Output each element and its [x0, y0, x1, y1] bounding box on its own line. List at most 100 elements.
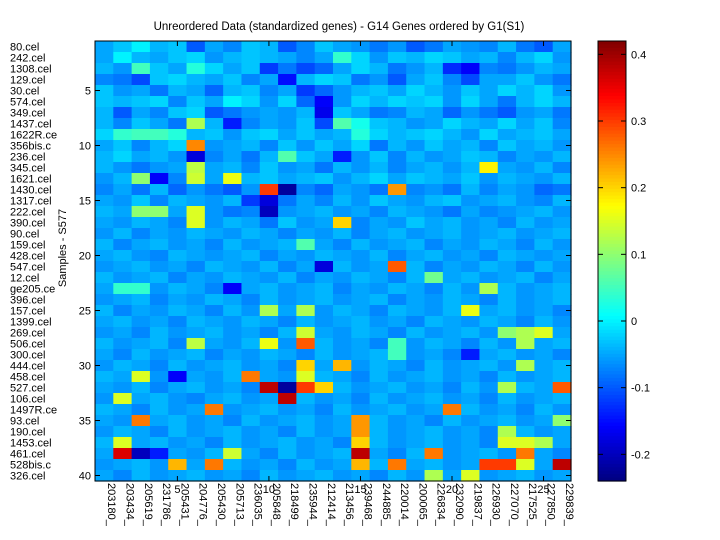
heatmap-cell	[204, 404, 224, 416]
colorbar-segment	[598, 278, 626, 283]
heatmap-cell	[442, 272, 462, 284]
heatmap-cell	[168, 349, 188, 361]
heatmap-cell	[369, 107, 389, 119]
heatmap-cell	[223, 184, 243, 196]
heatmap-cell	[516, 349, 535, 361]
heatmap-cell	[186, 96, 206, 108]
heatmap-cell	[497, 52, 517, 64]
heatmap-cell	[369, 173, 389, 185]
heatmap-cell	[552, 338, 572, 350]
heatmap-cell	[314, 173, 334, 185]
heatmap-cell	[516, 63, 535, 75]
heatmap-cell	[168, 283, 188, 295]
heatmap-cell	[534, 371, 554, 383]
heatmap-cell	[351, 151, 371, 163]
column-label: 220014_	[398, 483, 410, 527]
colorbar-segment	[598, 175, 626, 180]
heatmap-cell	[424, 195, 444, 207]
heatmap-cell	[95, 217, 114, 229]
row-label: 12.cel	[10, 273, 39, 285]
heatmap-cell	[259, 294, 279, 306]
heatmap-cell	[516, 338, 535, 350]
heatmap-cell	[296, 41, 316, 53]
heatmap-cell	[497, 371, 517, 383]
heatmap-cell	[241, 338, 261, 350]
heatmap-cell	[369, 184, 389, 196]
heatmap-cell	[369, 327, 389, 339]
colorbar-segment	[598, 395, 626, 400]
heatmap-cell	[186, 437, 206, 449]
heatmap-cell	[241, 283, 261, 295]
heatmap-cell	[168, 470, 188, 482]
heatmap-cell	[278, 41, 297, 53]
row-label: 93.cel	[10, 416, 39, 428]
heatmap-cell	[461, 195, 481, 207]
heatmap-cell	[113, 426, 133, 438]
heatmap-cell	[369, 63, 389, 75]
heatmap-cell	[149, 85, 169, 97]
heatmap-cell	[113, 129, 133, 141]
colorbar-segment	[598, 195, 626, 200]
heatmap-cell	[461, 272, 481, 284]
heatmap-cell	[369, 41, 389, 53]
heatmap-cell	[516, 294, 535, 306]
heatmap-cell	[387, 107, 407, 119]
heatmap-cell	[406, 261, 426, 273]
row-label: 236.cel	[10, 152, 45, 164]
colorbar-segment	[598, 71, 626, 76]
heatmap-cell	[204, 96, 224, 108]
heatmap-cell	[314, 85, 334, 97]
heatmap-cell	[497, 404, 517, 416]
heatmap-cell	[186, 239, 206, 251]
colorbar-segment	[598, 199, 626, 204]
heatmap-cell	[552, 360, 572, 372]
heatmap-cell	[387, 382, 407, 394]
heatmap-cell	[369, 151, 389, 163]
heatmap-cell	[406, 426, 426, 438]
heatmap-cell	[259, 162, 279, 174]
heatmap-cell	[223, 63, 243, 75]
heatmap-cell	[552, 239, 572, 251]
colorbar-segment	[598, 254, 626, 259]
heatmap-cell	[296, 404, 316, 416]
heatmap-cell	[131, 327, 151, 339]
heatmap-cell	[296, 393, 316, 405]
heatmap-cell	[424, 162, 444, 174]
colorbar-segment	[598, 463, 626, 468]
colorbar-segment	[598, 460, 626, 465]
heatmap-cell	[259, 151, 279, 163]
heatmap-cell	[95, 250, 114, 262]
row-label: 349.cel	[10, 108, 45, 120]
heatmap-cell	[296, 118, 316, 130]
heatmap-cell	[223, 140, 243, 152]
heatmap-cell	[497, 140, 517, 152]
heatmap-cell	[534, 52, 554, 64]
colorbar-segment	[598, 477, 626, 482]
heatmap-cell	[168, 162, 188, 174]
heatmap-cell	[223, 206, 243, 218]
heatmap-cell	[113, 74, 133, 86]
heatmap-cell	[387, 393, 407, 405]
heatmap-cell	[95, 294, 114, 306]
heatmap-cell	[168, 151, 188, 163]
heatmap-cell	[497, 162, 517, 174]
heatmap-cell	[259, 96, 279, 108]
heatmap-cell	[168, 448, 188, 460]
colorbar-segment	[598, 281, 626, 286]
row-label: 390.cel	[10, 218, 45, 230]
heatmap-cell	[369, 74, 389, 86]
heatmap-cell	[406, 173, 426, 185]
heatmap-cell	[168, 426, 188, 438]
heatmap-cell	[552, 162, 572, 174]
heatmap-cell	[259, 261, 279, 273]
heatmap-cell	[534, 382, 554, 394]
heatmap-cell	[461, 305, 481, 317]
heatmap-cell	[131, 261, 151, 273]
heatmap-cell	[259, 283, 279, 295]
heatmap-cell	[131, 228, 151, 240]
heatmap-cell	[442, 151, 462, 163]
row-label: 1399.cel	[10, 317, 52, 329]
heatmap-cell	[461, 283, 481, 295]
heatmap-cell	[552, 459, 572, 471]
column-label: 227070_	[508, 483, 520, 527]
